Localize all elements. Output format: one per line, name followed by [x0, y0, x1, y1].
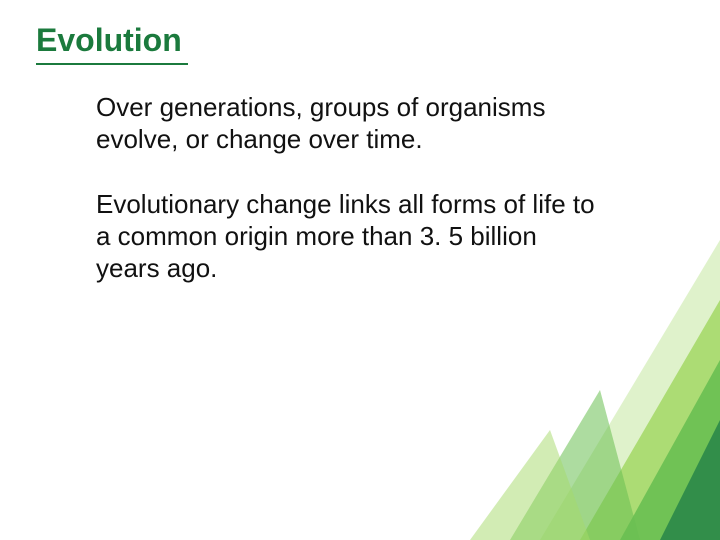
- slide: Evolution Over generations, groups of or…: [0, 0, 720, 540]
- body-paragraph-2: Evolutionary change links all forms of l…: [96, 189, 596, 284]
- slide-body: Over generations, groups of organisms ev…: [96, 92, 596, 319]
- body-paragraph-1: Over generations, groups of organisms ev…: [96, 92, 596, 155]
- slide-title: Evolution: [36, 22, 188, 65]
